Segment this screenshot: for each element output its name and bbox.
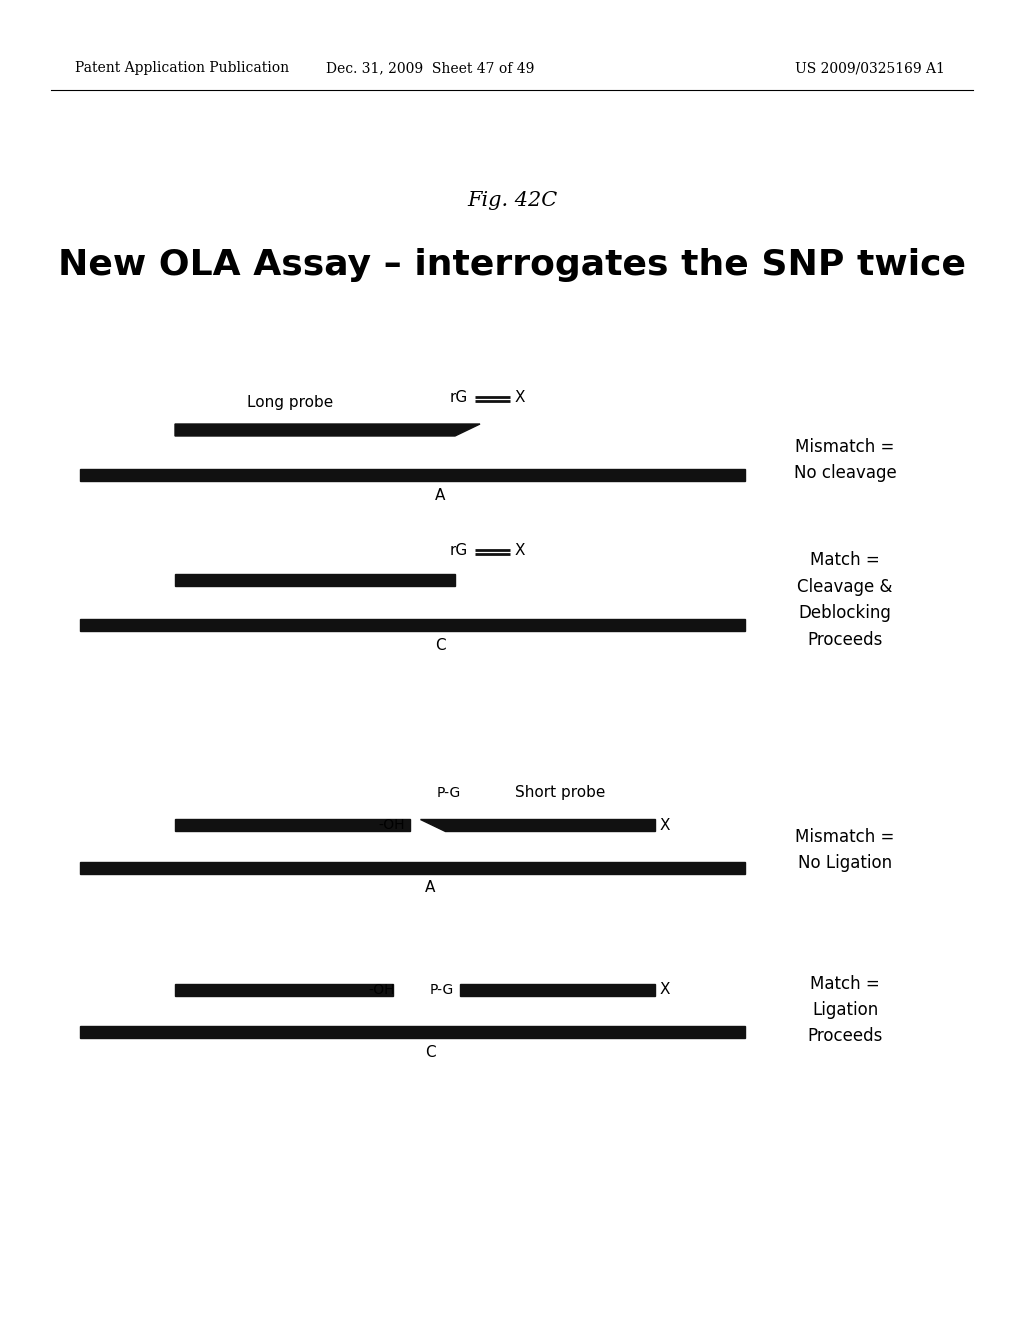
Text: Match =
Cleavage &
Deblocking
Proceeds: Match = Cleavage & Deblocking Proceeds xyxy=(798,552,893,648)
Text: rG: rG xyxy=(450,389,468,405)
Bar xyxy=(80,619,745,631)
Text: Short probe: Short probe xyxy=(515,785,605,800)
Text: X: X xyxy=(660,817,671,833)
Text: Dec. 31, 2009  Sheet 47 of 49: Dec. 31, 2009 Sheet 47 of 49 xyxy=(326,61,535,75)
Bar xyxy=(80,469,745,480)
Bar xyxy=(80,1026,745,1038)
Text: Patent Application Publication: Patent Application Publication xyxy=(75,61,289,75)
Text: P-G: P-G xyxy=(437,785,461,800)
Bar xyxy=(80,862,745,874)
Text: Fig. 42C: Fig. 42C xyxy=(467,190,557,210)
Text: C: C xyxy=(434,638,445,653)
Text: C: C xyxy=(425,1045,435,1060)
Text: X: X xyxy=(515,389,525,405)
Polygon shape xyxy=(175,424,480,436)
Text: -OH: -OH xyxy=(369,983,395,997)
Text: New OLA Assay – interrogates the SNP twice: New OLA Assay – interrogates the SNP twi… xyxy=(58,248,966,282)
Text: X: X xyxy=(515,543,525,558)
Text: Mismatch =
No cleavage: Mismatch = No cleavage xyxy=(794,438,896,482)
Bar xyxy=(175,574,455,586)
Text: X: X xyxy=(660,982,671,998)
Text: A: A xyxy=(435,488,445,503)
Text: Mismatch =
No Ligation: Mismatch = No Ligation xyxy=(796,828,895,873)
Bar xyxy=(460,983,655,997)
Text: A: A xyxy=(425,880,435,895)
Bar xyxy=(175,983,393,997)
Text: US 2009/0325169 A1: US 2009/0325169 A1 xyxy=(795,61,945,75)
Polygon shape xyxy=(420,818,655,832)
Text: P-G: P-G xyxy=(430,983,455,997)
Bar xyxy=(175,818,410,832)
Text: rG: rG xyxy=(450,543,468,558)
Text: -OH: -OH xyxy=(379,818,406,832)
Text: Long probe: Long probe xyxy=(247,395,333,411)
Text: Match =
Ligation
Proceeds: Match = Ligation Proceeds xyxy=(807,974,883,1045)
